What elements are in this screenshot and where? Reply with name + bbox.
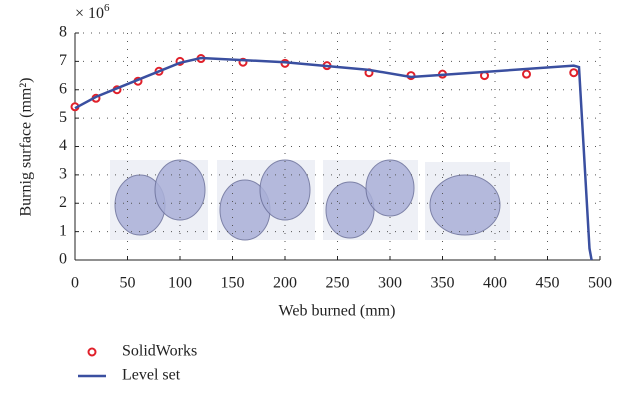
part-shape (430, 175, 500, 235)
x-tick-label: 0 (71, 275, 79, 292)
part-shape (366, 160, 414, 216)
y-tick-label: 7 (59, 52, 67, 69)
x-tick-label: 300 (378, 275, 402, 292)
x-tick-label: 150 (221, 275, 245, 292)
y-tick-label: 8 (59, 24, 67, 41)
multiplier-base: × 10 (75, 5, 104, 22)
x-tick-label: 350 (431, 275, 455, 292)
x-axis-label: Web burned (mm) (279, 303, 396, 320)
y-tick-label: 4 (59, 137, 67, 154)
legend-label: SolidWorks (122, 343, 197, 360)
x-tick-label: 200 (273, 275, 297, 292)
x-tick-label: 500 (588, 275, 612, 292)
multiplier-exponent: 6 (104, 2, 110, 14)
legend-label: Level set (122, 367, 181, 384)
x-tick-label: 400 (483, 275, 507, 292)
y-multiplier: × 106 (75, 2, 110, 22)
y-tick-label: 5 (59, 109, 67, 126)
y-tick-label: 1 (59, 222, 67, 239)
x-tick-label: 250 (326, 275, 350, 292)
part-images (110, 160, 510, 240)
x-tick-label: 450 (536, 275, 560, 292)
x-tick-label: 50 (120, 275, 136, 292)
y-tick-label: 3 (59, 166, 67, 183)
y-tick-label: 2 (59, 194, 67, 211)
y-axis-label: Burnig surface (mm²) (18, 78, 35, 217)
x-tick-label: 100 (168, 275, 192, 292)
chart: × 106 Web burned (mm) Burnig surface (mm… (0, 0, 628, 395)
y-tick-label: 0 (59, 251, 67, 268)
data-point (570, 69, 577, 76)
data-point (523, 71, 530, 78)
y-tick-label: 6 (59, 80, 67, 97)
legend-swatch (89, 349, 96, 356)
